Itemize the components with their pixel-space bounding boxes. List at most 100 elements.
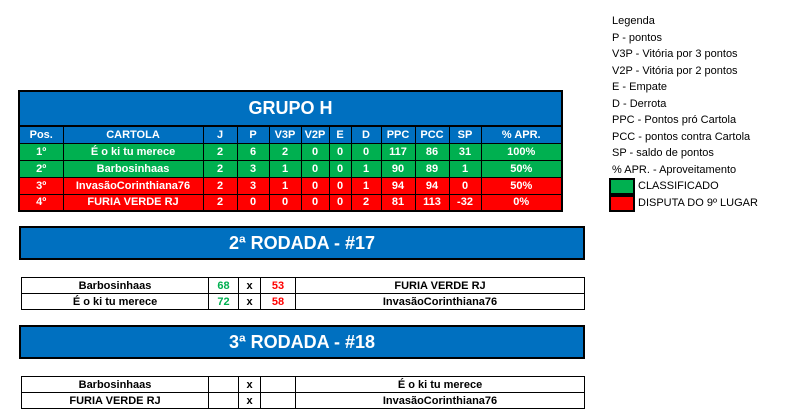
table-cell: 0: [236, 193, 270, 212]
table-cell: 4º: [18, 193, 64, 212]
header-row: Pos. CARTOLA J P V3P V2P E D PPC PCC SP% APR.: [18, 125, 563, 144]
match-row: Barbosinhaas 68 x 53 FURIA VERDE RJ: [21, 277, 585, 294]
green-swatch: [609, 178, 635, 195]
legend-line: V2P - Vitória por 2 pontos: [612, 64, 738, 77]
table-row: 3º InvasãoCorinthiana76 2 3 1 0 0 1 94 94 0 50%: [18, 176, 563, 195]
legend-line: SP - saldo de pontos: [612, 147, 714, 159]
table-cell: 0%: [480, 193, 563, 212]
table-cell: 0: [268, 193, 302, 212]
table-cell: 1: [448, 159, 482, 178]
column-header: CARTOLA: [62, 125, 204, 144]
table-cell: 117: [380, 142, 416, 161]
table-row: 2º Barbosinhaas 2 3 1 0 0 1 90 89 1 50%: [18, 159, 563, 178]
legend-line: P - pontos: [612, 31, 662, 44]
legend-classified: CLASSIFICADO: [609, 178, 758, 195]
away-team: É o ki tu merece: [295, 376, 585, 393]
table-cell: 0: [328, 176, 352, 195]
match-row: Barbosinhaas x É o ki tu merece: [21, 376, 585, 393]
group-title: GRUPO H: [19, 91, 562, 127]
column-header: P: [236, 125, 270, 144]
table-cell: 1: [268, 159, 302, 178]
legend-classified-label: CLASSIFICADO: [638, 180, 719, 192]
table-cell: 3º: [18, 176, 64, 195]
home-team: FURIA VERDE RJ: [21, 392, 209, 409]
versus-separator: x: [238, 376, 261, 393]
away-score: 58: [260, 293, 296, 310]
table-cell: -32: [448, 193, 482, 212]
table-cell: 1º: [18, 142, 64, 161]
versus-separator: x: [238, 392, 261, 409]
match-row: É o ki tu merece 72 x 58 InvasãoCorinthiana7…: [21, 293, 585, 310]
legend-line: PPC - Pontos pró Cartola: [612, 114, 737, 126]
table-cell: 0: [328, 193, 352, 212]
home-score: 72: [208, 293, 239, 310]
table-row: 4º FURIA VERDE RJ 2 0 0 0 0 2 81 113 -32 0%: [18, 193, 563, 212]
table-cell: 3: [236, 159, 270, 178]
legend-line: PCC - pontos contra Cartola: [612, 130, 751, 143]
table-cell: 86: [414, 142, 450, 161]
match-table: Barbosinhaas 68 x 53 FURIA VERDE RJ É o ki tu…: [21, 277, 585, 310]
home-score: [208, 376, 239, 393]
legend-dispute-label: DISPUTA DO 9º LUGAR: [638, 197, 758, 209]
table-cell: Barbosinhaas: [62, 159, 204, 178]
table-cell: 50%: [480, 176, 563, 195]
legend-line: V3P - Vitória por 3 pontos: [612, 48, 738, 60]
group-table: GRUPO H Pos. CARTOLA J P V3P V2P E D PPC PCC SP% A…: [18, 90, 563, 212]
away-team: InvasãoCorinthiana76: [295, 392, 585, 409]
table-cell: InvasãoCorinthiana76: [62, 176, 204, 195]
table-cell: 2: [350, 193, 382, 212]
home-team: É o ki tu merece: [21, 293, 209, 310]
home-team: Barbosinhaas: [21, 376, 209, 393]
table-cell: 1: [350, 159, 382, 178]
away-team: InvasãoCorinthiana76: [295, 293, 585, 310]
column-header: SP: [448, 125, 482, 144]
versus-separator: x: [238, 293, 261, 310]
column-header: PPC: [380, 125, 416, 144]
column-header: D: [350, 125, 382, 144]
table-cell: 81: [380, 193, 416, 212]
table-cell: 113: [414, 193, 450, 212]
table-cell: 3: [236, 176, 270, 195]
away-score: [260, 392, 296, 409]
table-cell: 0: [300, 159, 330, 178]
table-cell: 0: [328, 142, 352, 161]
table-cell: 0: [448, 176, 482, 195]
table-cell: 0: [300, 193, 330, 212]
table-cell: 2: [202, 159, 238, 178]
table-cell: 1: [350, 176, 382, 195]
round-banner: 2ª RODADA - #17: [19, 226, 585, 260]
table-row: 1º É o ki tu merece 2 6 2 0 0 0 117 86 31 100%: [18, 142, 563, 161]
table-cell: É o ki tu merece: [62, 142, 204, 161]
table-cell: 2: [202, 142, 238, 161]
table-cell: 31: [448, 142, 482, 161]
table-cell: 100%: [480, 142, 563, 161]
column-header: V3P: [268, 125, 302, 144]
table-cell: 1: [268, 176, 302, 195]
table-cell: 50%: [480, 159, 563, 178]
table-cell: 90: [380, 159, 416, 178]
table-cell: 94: [380, 176, 416, 195]
legend-line: Legenda: [612, 15, 655, 27]
table-cell: 0: [328, 159, 352, 178]
column-header: J: [202, 125, 238, 144]
legend-line: % APR. - Aproveitamento: [612, 163, 737, 176]
home-score: 68: [208, 277, 239, 294]
versus-separator: x: [238, 277, 261, 294]
table-cell: 2: [202, 193, 238, 212]
table-cell: FURIA VERDE RJ: [62, 193, 204, 212]
column-header: E: [328, 125, 352, 144]
table-cell: 2º: [18, 159, 64, 178]
away-score: 53: [260, 277, 296, 294]
column-header: V2P: [300, 125, 330, 144]
home-team: Barbosinhaas: [21, 277, 209, 294]
table-cell: 0: [300, 142, 330, 161]
legend: Legenda P - pontos V3P - Vitória por 3 pon…: [609, 13, 758, 212]
match-row: FURIA VERDE RJ x InvasãoCorinthiana76: [21, 392, 585, 409]
column-header: % APR.: [480, 125, 563, 144]
legend-line: E - Empate: [612, 81, 668, 93]
table-cell: 2: [202, 176, 238, 195]
table-cell: 6: [236, 142, 270, 161]
table-cell: 2: [268, 142, 302, 161]
table-cell: 0: [300, 176, 330, 195]
table-cell: 94: [414, 176, 450, 195]
